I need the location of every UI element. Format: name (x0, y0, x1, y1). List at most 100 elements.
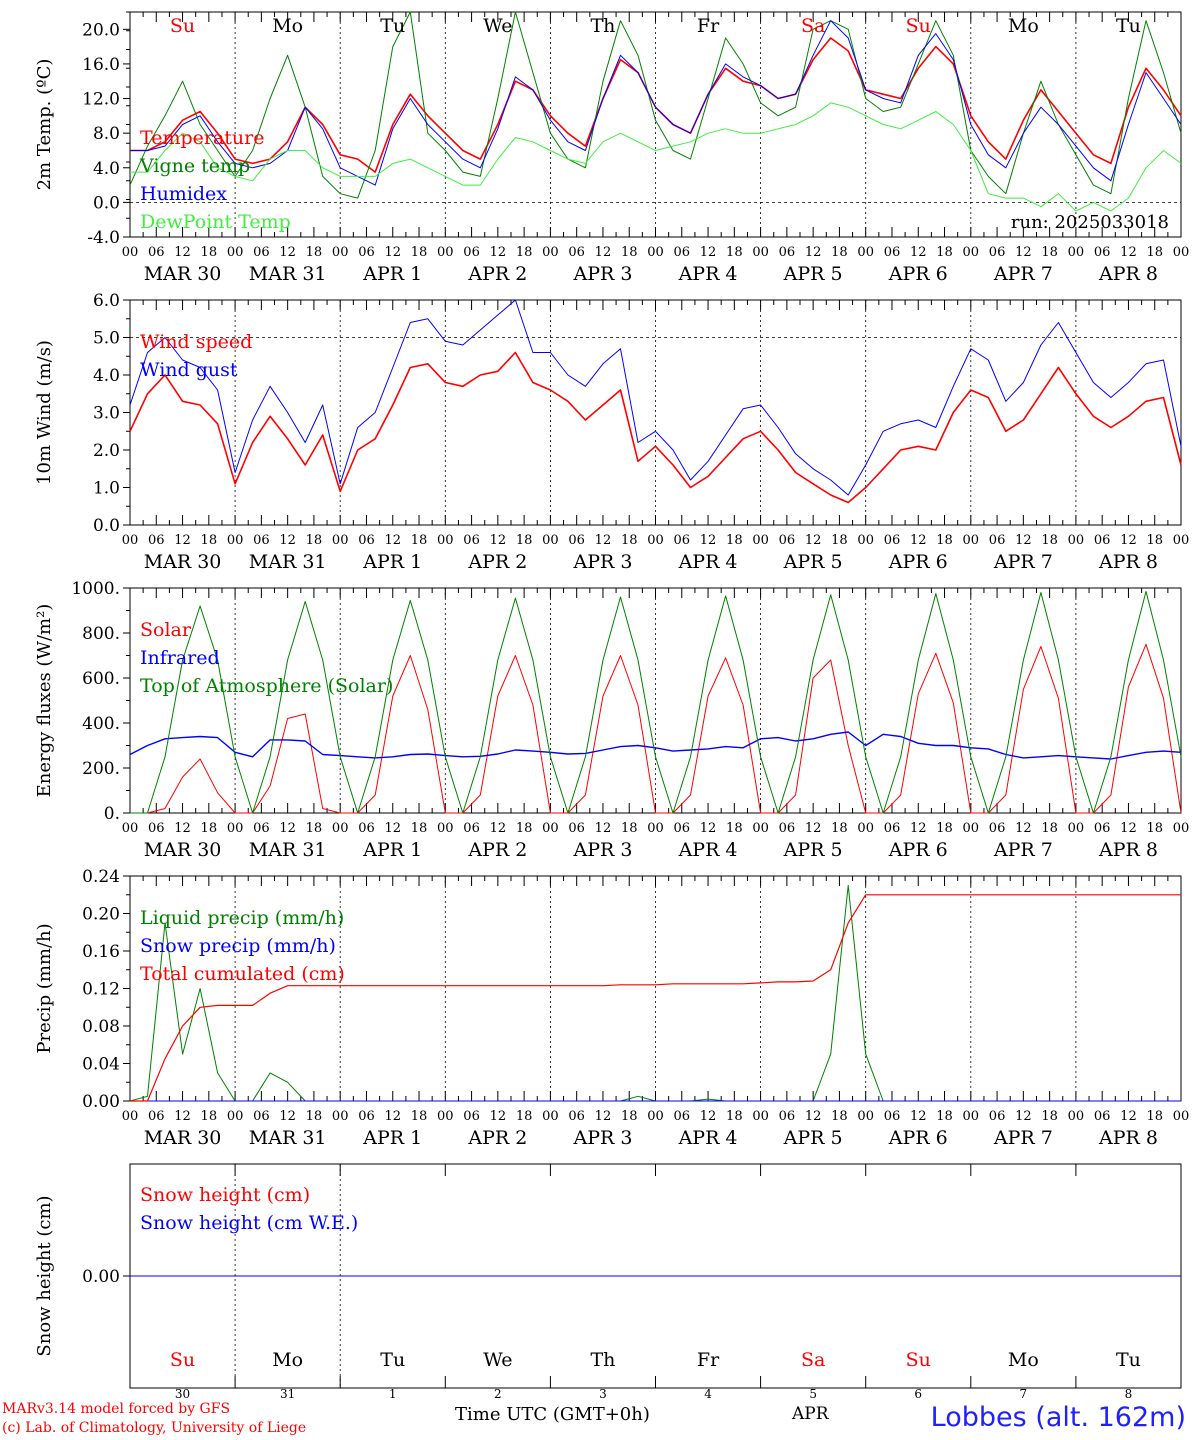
hour-label: 12 (174, 821, 191, 836)
hour-label: 06 (463, 821, 480, 836)
y-tick-label: 0.0 (93, 193, 120, 213)
y-tick-label: 0. (104, 804, 120, 824)
hour-label: 00 (227, 1109, 244, 1124)
date-label: APR 8 (1098, 551, 1158, 573)
hour-label: 18 (411, 533, 428, 548)
date-label: APR 8 (1098, 839, 1158, 861)
hour-label: 00 (647, 1109, 664, 1124)
legend-entry: Snow height (cm) (140, 1184, 310, 1206)
hour-label: 18 (1146, 1109, 1163, 1124)
y-tick-label: 8.0 (93, 124, 120, 144)
day-number: 30 (175, 1387, 190, 1401)
hour-label: 00 (963, 821, 980, 836)
series-line-dewpoint-temp (130, 102, 1182, 212)
y-tick-label: 600. (82, 669, 120, 689)
date-label: MAR 31 (249, 263, 327, 285)
y-tick-label: 800. (82, 624, 120, 644)
weekday-label: Th (590, 1349, 615, 1371)
hour-label: 00 (752, 245, 769, 260)
hour-label: 18 (306, 245, 323, 260)
date-label: APR 4 (678, 551, 738, 573)
date-label: APR 1 (362, 839, 422, 861)
hour-label: 12 (490, 533, 507, 548)
date-label: MAR 30 (144, 551, 222, 573)
hour-label: 00 (647, 533, 664, 548)
hour-label: 06 (358, 245, 375, 260)
y-tick-label: 20.0 (82, 20, 120, 40)
hour-label: 12 (1120, 821, 1137, 836)
hour-label: 06 (1094, 533, 1111, 548)
weekday-label: Su (170, 1349, 195, 1371)
weekday-label: Fr (697, 1349, 720, 1371)
hour-label: 06 (674, 1109, 691, 1124)
hour-label: 06 (1094, 245, 1111, 260)
hour-label: 06 (779, 245, 796, 260)
hour-label: 18 (621, 533, 638, 548)
legend-entry: Snow precip (mm/h) (140, 935, 336, 957)
hour-label: 12 (805, 533, 822, 548)
date-label: APR 4 (678, 839, 738, 861)
hour-label: 18 (306, 533, 323, 548)
hour-label: 00 (1068, 821, 1085, 836)
hour-label: 18 (516, 1109, 533, 1124)
date-label: APR 3 (572, 551, 632, 573)
hour-label: 18 (516, 821, 533, 836)
time-axis-title: Time UTC (GMT+0h) (455, 1404, 650, 1425)
date-label: MAR 31 (249, 1127, 327, 1149)
hour-label: 06 (568, 245, 585, 260)
y-tick-label: 0.16 (82, 942, 120, 962)
hour-label: 12 (279, 533, 296, 548)
hour-label: 06 (674, 821, 691, 836)
hour-label: 06 (989, 1109, 1006, 1124)
hour-label: 00 (542, 821, 559, 836)
date-label: APR 1 (362, 551, 422, 573)
hour-label: 00 (1173, 1109, 1190, 1124)
hour-label: 00 (1068, 1109, 1085, 1124)
legend-entry: Solar (140, 619, 192, 641)
date-label: MAR 30 (144, 1127, 222, 1149)
date-label: APR 8 (1098, 1127, 1158, 1149)
hour-label: 12 (700, 1109, 717, 1124)
y-tick-label: 6.0 (93, 291, 120, 311)
hour-label: 00 (752, 821, 769, 836)
series-line-humidex (130, 20, 1182, 186)
hour-label: 00 (437, 245, 454, 260)
hour-label: 00 (227, 245, 244, 260)
hour-label: 18 (831, 821, 848, 836)
hour-label: 00 (332, 821, 349, 836)
legend-entry: Wind gust (140, 359, 238, 381)
hour-label: 18 (516, 245, 533, 260)
date-label: APR 3 (572, 839, 632, 861)
hour-label: 12 (1015, 821, 1032, 836)
hour-label: 00 (857, 1109, 874, 1124)
date-label: APR 7 (993, 263, 1053, 285)
hour-label: 06 (253, 533, 270, 548)
hour-label: 18 (621, 1109, 638, 1124)
date-label: APR 4 (678, 263, 738, 285)
date-label: APR 3 (572, 1127, 632, 1149)
hour-label: 18 (201, 1109, 218, 1124)
hour-label: 06 (779, 533, 796, 548)
y-tick-label: 0.00 (82, 1267, 120, 1287)
y-axis-label: 10m Wind (m/s) (34, 340, 55, 485)
y-tick-label: 1.0 (93, 479, 120, 499)
day-number: 31 (280, 1387, 295, 1401)
day-number: 5 (809, 1387, 817, 1401)
hour-label: 18 (1146, 533, 1163, 548)
legend-entry: Snow height (cm W.E.) (140, 1212, 358, 1234)
hour-label: 12 (805, 821, 822, 836)
hour-label: 00 (122, 245, 139, 260)
hour-label: 12 (490, 1109, 507, 1124)
weekday-label: We (483, 1349, 512, 1371)
hour-label: 06 (884, 1109, 901, 1124)
weekday-label: Fr (697, 15, 720, 37)
weekday-label: Sa (801, 1349, 825, 1371)
day-number: 6 (914, 1387, 922, 1401)
hour-label: 06 (358, 821, 375, 836)
y-tick-label: 0.08 (82, 1017, 120, 1037)
weekday-label: Mo (272, 1349, 303, 1371)
hour-label: 00 (752, 1109, 769, 1124)
hour-label: 06 (884, 245, 901, 260)
